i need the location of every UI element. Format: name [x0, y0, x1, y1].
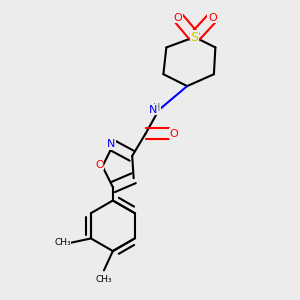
Text: N: N [107, 139, 116, 149]
Text: O: O [95, 160, 104, 170]
Text: CH₃: CH₃ [96, 275, 112, 284]
Text: N: N [149, 105, 158, 115]
Text: CH₃: CH₃ [54, 238, 71, 247]
Text: O: O [174, 13, 183, 23]
Text: H: H [153, 103, 160, 113]
Text: O: O [208, 13, 217, 23]
Text: O: O [169, 129, 178, 139]
Text: S: S [190, 31, 199, 44]
